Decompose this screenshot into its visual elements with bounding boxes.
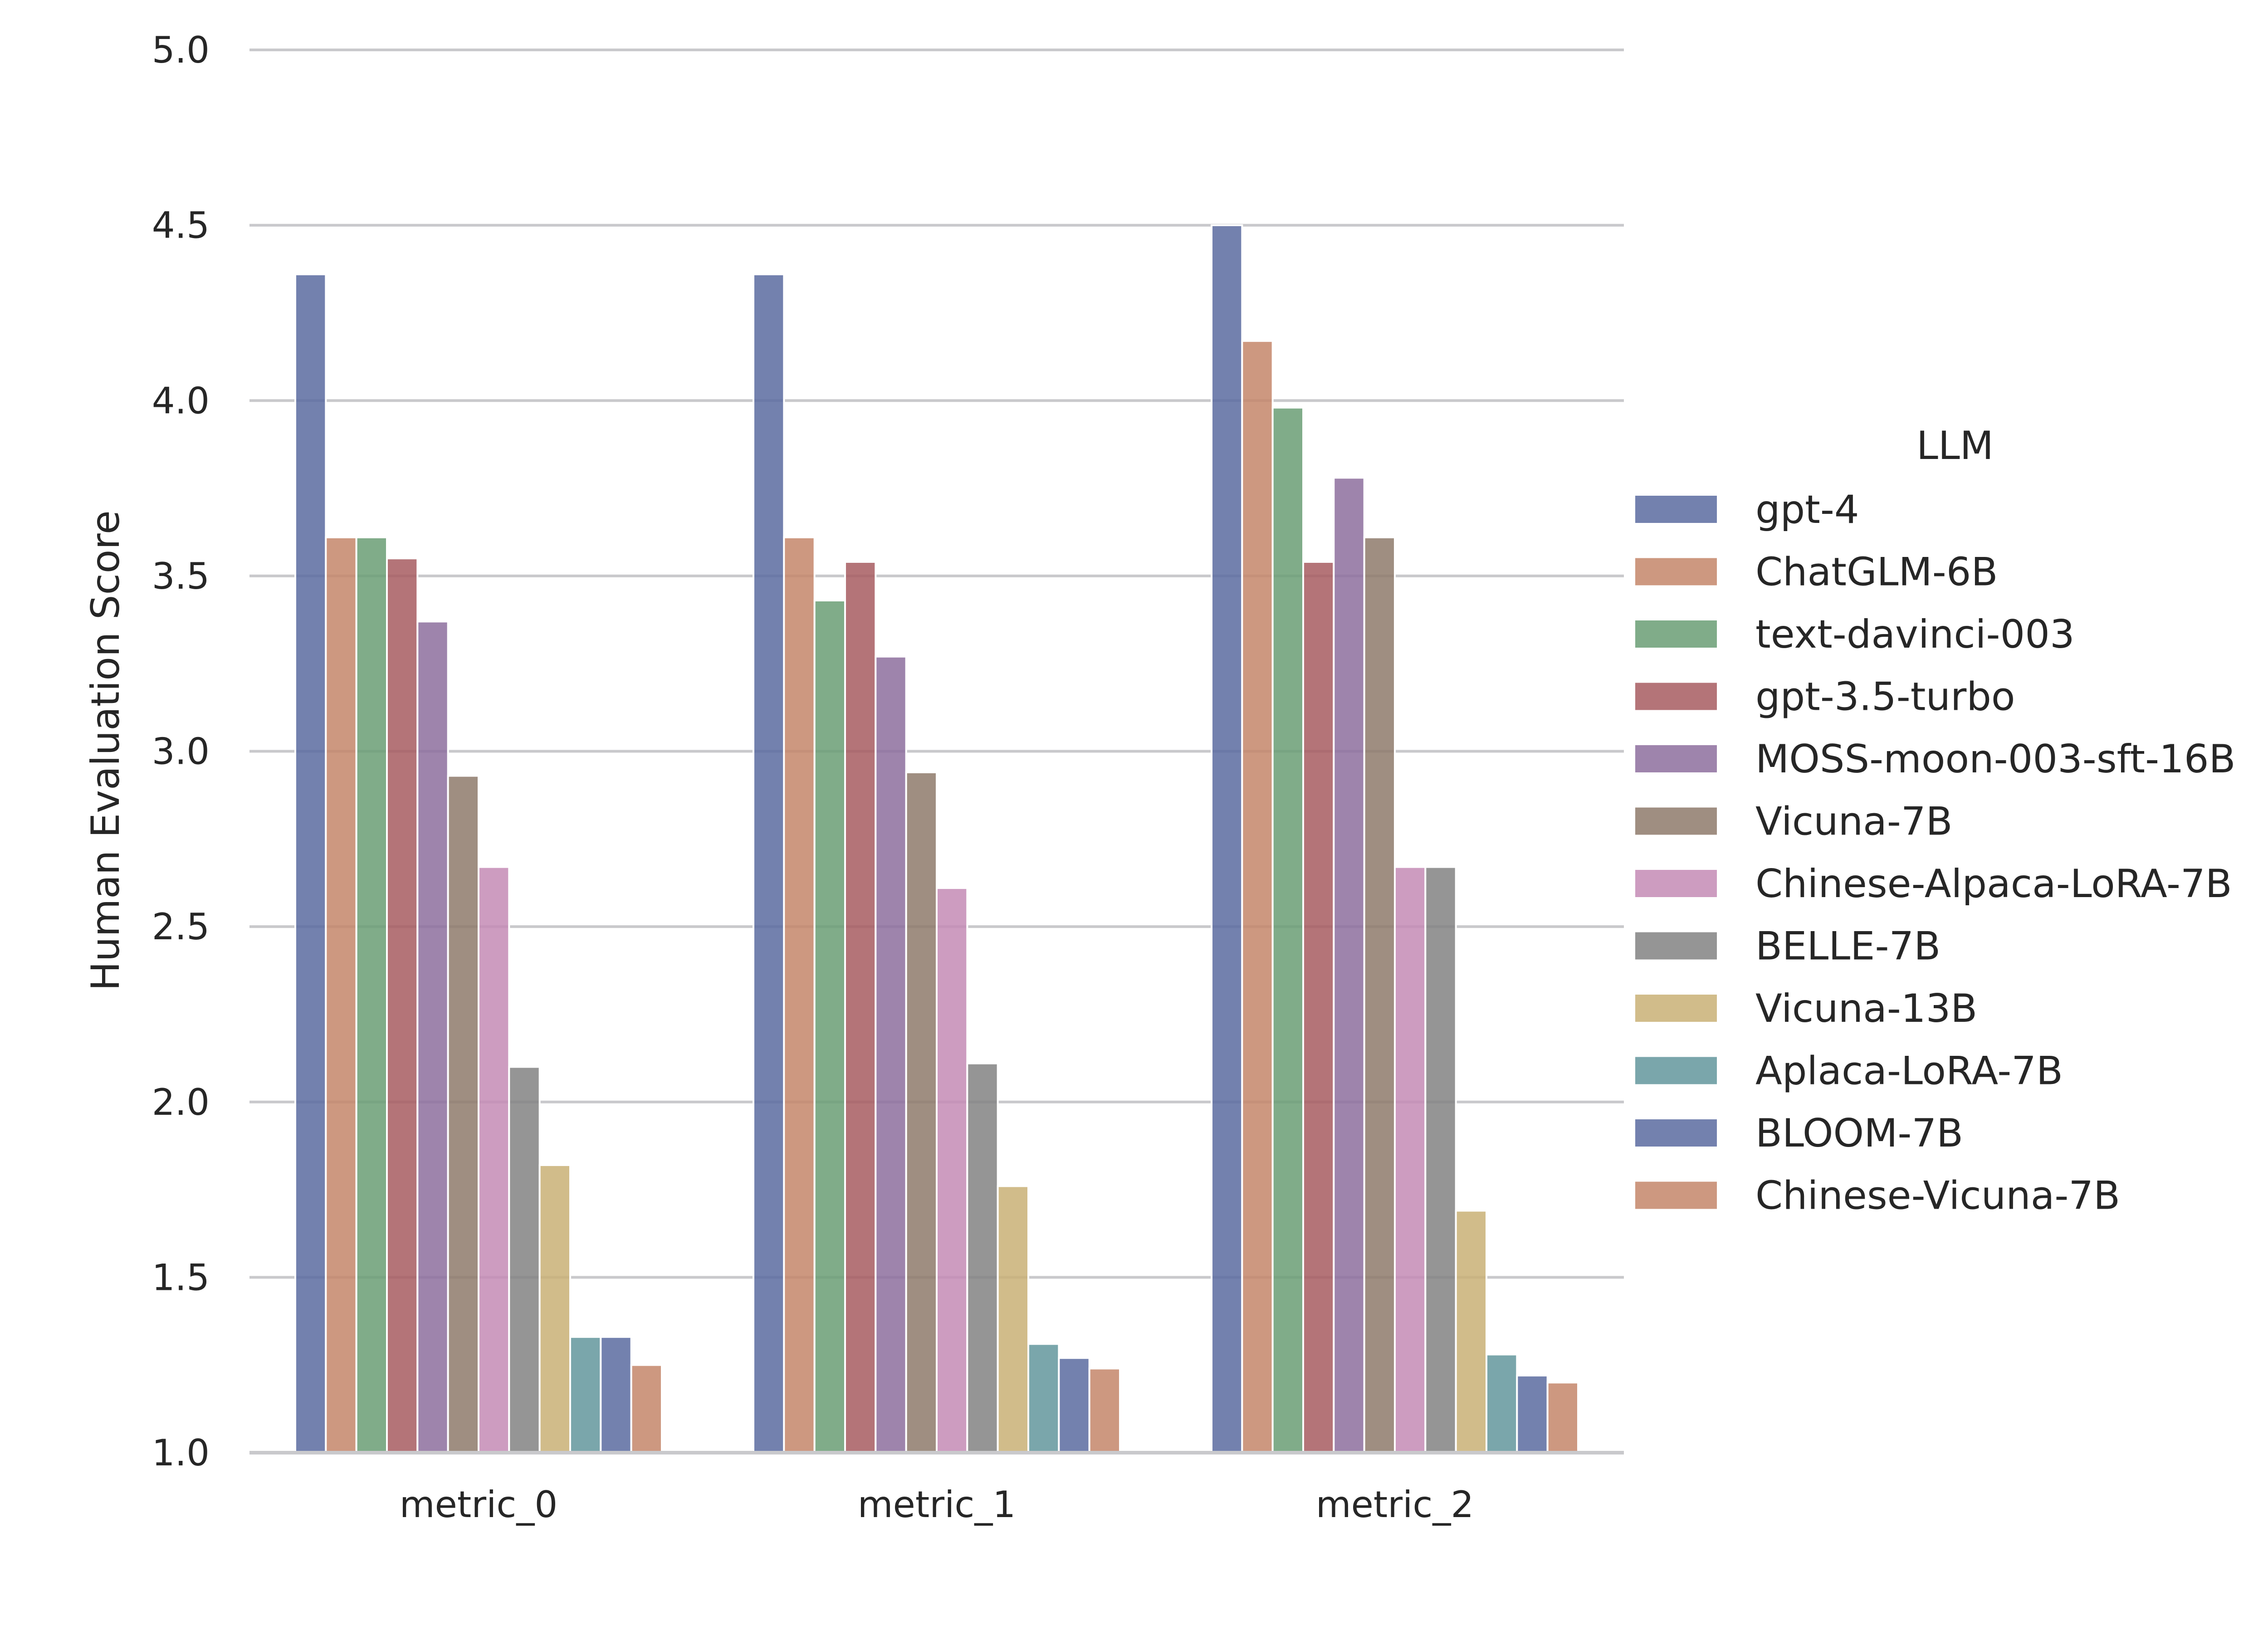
bar-metric_1-chinese-vicuna-7b (1088, 1367, 1121, 1454)
bar-metric_2-gpt-3-5-turbo (1302, 561, 1335, 1454)
y-tick-label: 2.0 (152, 1081, 210, 1123)
y-tick-label: 4.0 (152, 380, 210, 422)
legend-swatch (1635, 1057, 1717, 1084)
x-tick-label: metric_0 (400, 1484, 558, 1526)
x-tick-label: metric_2 (1316, 1484, 1474, 1526)
legend-label: ChatGLM-6B (1755, 550, 1998, 595)
y-tick-label: 1.0 (152, 1432, 210, 1474)
y-tick-label: 1.5 (152, 1256, 210, 1298)
y-tick-label: 3.5 (152, 555, 210, 597)
bar-metric_1-vicuna-13b (997, 1185, 1030, 1454)
bar-metric_2-chinese-vicuna-7b (1546, 1381, 1579, 1454)
bar-metric_2-aplaca-lora-7b (1486, 1353, 1518, 1454)
bar-metric_2-moss-moon-003-sft-16b (1333, 477, 1365, 1454)
bar-metric_1-chatglm-6b (783, 536, 816, 1454)
legend-swatch (1635, 995, 1717, 1022)
bar-metric_2-vicuna-13b (1455, 1210, 1488, 1454)
y-tick-label: 3.0 (152, 731, 210, 773)
legend-label: gpt-4 (1755, 487, 1859, 532)
legend-swatch (1635, 1119, 1717, 1147)
bar-metric_0-chinese-alpaca-lora-7b (478, 866, 510, 1454)
bar-metric_0-chatglm-6b (325, 536, 357, 1454)
bar-metric_0-bloom-7b (600, 1336, 632, 1454)
bars (294, 224, 1579, 1454)
y-tick-label: 4.5 (152, 205, 210, 247)
bar-metric_1-gpt-3-5-turbo (844, 561, 877, 1454)
legend-label: Chinese-Vicuna-7B (1755, 1173, 2120, 1219)
legend-label: Aplaca-LoRA-7B (1755, 1049, 2063, 1094)
bar-metric_2-chatglm-6b (1241, 340, 1274, 1454)
y-axis-title: Human Evaluation Score (83, 510, 128, 991)
bar-metric_0-belle-7b (508, 1066, 541, 1454)
bar-metric_0-vicuna-7b (447, 775, 480, 1454)
y-tick-label: 5.0 (152, 29, 210, 71)
bar-metric_1-moss-moon-003-sft-16b (875, 655, 907, 1454)
legend-swatch (1635, 870, 1717, 897)
legend-label: Vicuna-7B (1755, 799, 1953, 844)
legend-label: Chinese-Alpaca-LoRA-7B (1755, 861, 2232, 907)
legend-swatch (1635, 496, 1717, 523)
bar-metric_1-chinese-alpaca-lora-7b (936, 887, 968, 1454)
legend-swatch (1635, 620, 1717, 648)
legend-swatch (1635, 807, 1717, 835)
axes: 1.0 1.5 2.0 2.5 3.0 3.5 4.0 4.5 5.0 metric_0 metri… (152, 29, 1624, 1526)
legend-label: BELLE-7B (1755, 924, 1941, 969)
bar-metric_1-aplaca-lora-7b (1027, 1343, 1060, 1454)
legend-label: BLOOM-7B (1755, 1111, 1963, 1156)
legend-swatch (1635, 1181, 1717, 1209)
legend-swatch (1635, 558, 1717, 586)
bar-metric_1-text-davinci-003 (813, 600, 846, 1454)
legend-swatch (1635, 683, 1717, 710)
bar-metric_1-gpt-4 (753, 273, 785, 1454)
bar-metric_0-aplaca-lora-7b (569, 1336, 602, 1454)
bar-metric_2-chinese-alpaca-lora-7b (1394, 866, 1427, 1454)
legend-label: MOSS-moon-003-sft-16B (1755, 737, 2236, 782)
legend: LLM gpt-4 ChatGLM-6B text-davinci-003 gpt-3.… (1635, 423, 2236, 1219)
y-tick-label: 2.5 (152, 906, 210, 948)
x-tick-label: metric_1 (858, 1484, 1016, 1526)
bar-metric_1-vicuna-7b (905, 771, 938, 1454)
bar-metric_0-text-davinci-003 (355, 536, 388, 1454)
bar-metric_1-belle-7b (966, 1062, 999, 1454)
bar-metric_0-gpt-4 (294, 273, 327, 1454)
bar-metric_2-text-davinci-003 (1271, 406, 1305, 1454)
legend-title: LLM (1916, 423, 1994, 469)
bar-metric_2-belle-7b (1424, 866, 1457, 1454)
legend-swatch (1635, 745, 1717, 772)
legend-label: gpt-3.5-turbo (1755, 674, 2015, 720)
legend-label: Vicuna-13B (1755, 986, 1977, 1031)
bar-metric_1-bloom-7b (1058, 1357, 1090, 1454)
bar-metric_0-vicuna-13b (538, 1164, 571, 1454)
bar-metric_0-gpt-3-5-turbo (386, 557, 419, 1454)
bar-metric_2-bloom-7b (1516, 1374, 1549, 1454)
bar-metric_2-gpt-4 (1211, 224, 1243, 1454)
bar-metric_0-moss-moon-003-sft-16b (416, 620, 449, 1454)
bar-metric_0-chinese-vicuna-7b (630, 1364, 663, 1454)
legend-label: text-davinci-003 (1755, 612, 2075, 657)
legend-swatch (1635, 932, 1717, 960)
bar-metric_2-vicuna-7b (1363, 536, 1396, 1454)
